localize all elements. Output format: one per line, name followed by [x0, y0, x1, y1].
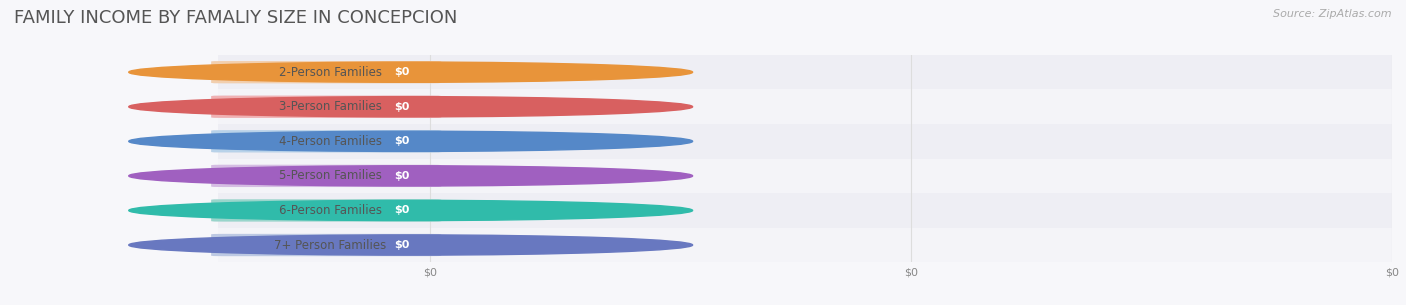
Text: 4-Person Families: 4-Person Families [278, 135, 382, 148]
FancyBboxPatch shape [371, 167, 433, 184]
Circle shape [129, 131, 693, 152]
FancyBboxPatch shape [371, 133, 433, 150]
Text: 5-Person Families: 5-Person Families [278, 169, 382, 182]
FancyBboxPatch shape [211, 199, 441, 221]
FancyBboxPatch shape [211, 96, 441, 118]
FancyBboxPatch shape [211, 165, 441, 187]
FancyBboxPatch shape [211, 234, 441, 256]
Bar [218, 159, 1392, 193]
Text: 7+ Person Families: 7+ Person Families [274, 239, 387, 252]
Circle shape [129, 166, 693, 186]
Text: Source: ZipAtlas.com: Source: ZipAtlas.com [1274, 9, 1392, 19]
Text: $0: $0 [394, 206, 409, 215]
Circle shape [129, 62, 693, 82]
FancyBboxPatch shape [211, 61, 441, 83]
FancyBboxPatch shape [371, 64, 433, 81]
Text: $0: $0 [394, 102, 409, 112]
FancyBboxPatch shape [211, 165, 441, 187]
Bar [218, 89, 1392, 124]
Bar [218, 124, 1392, 159]
Text: FAMILY INCOME BY FAMALIY SIZE IN CONCEPCION: FAMILY INCOME BY FAMALIY SIZE IN CONCEPC… [14, 9, 457, 27]
Bar [218, 228, 1392, 262]
Circle shape [129, 200, 693, 221]
Text: $0: $0 [394, 67, 409, 77]
Circle shape [129, 235, 693, 255]
Text: $0: $0 [394, 136, 409, 146]
Bar [218, 193, 1392, 228]
Text: $0: $0 [394, 171, 409, 181]
Text: $0: $0 [394, 240, 409, 250]
Text: 3-Person Families: 3-Person Families [278, 100, 382, 113]
Text: 2-Person Families: 2-Person Families [278, 66, 382, 79]
FancyBboxPatch shape [211, 61, 441, 83]
FancyBboxPatch shape [371, 237, 433, 253]
FancyBboxPatch shape [211, 130, 441, 152]
Text: 6-Person Families: 6-Person Families [278, 204, 382, 217]
FancyBboxPatch shape [211, 96, 441, 118]
FancyBboxPatch shape [211, 199, 441, 221]
FancyBboxPatch shape [371, 202, 433, 219]
Bar [218, 55, 1392, 89]
Circle shape [129, 97, 693, 117]
FancyBboxPatch shape [211, 234, 441, 256]
FancyBboxPatch shape [371, 99, 433, 115]
FancyBboxPatch shape [211, 130, 441, 152]
